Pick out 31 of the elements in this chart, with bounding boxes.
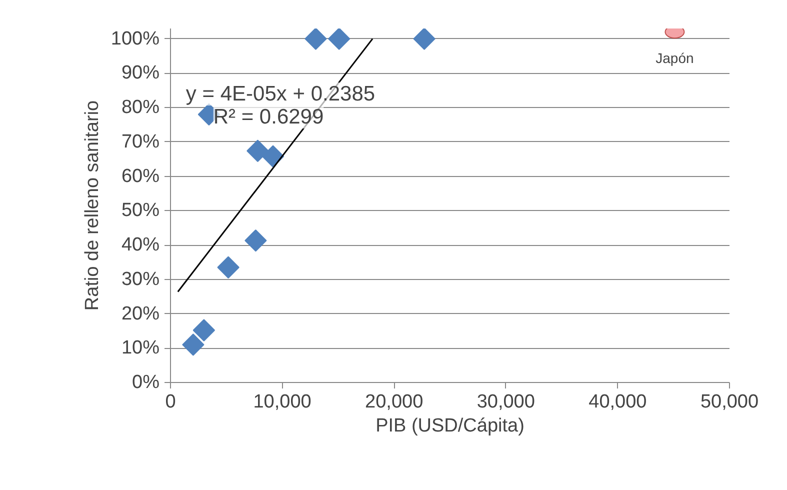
annotation: Japón bbox=[656, 50, 694, 66]
point bbox=[244, 229, 267, 252]
y-tick-label: 20% bbox=[121, 303, 160, 324]
y-tick-label: 0% bbox=[132, 372, 160, 393]
y-axis-title: Ratio de relleno sanitario bbox=[82, 100, 103, 311]
x-tick-label: 40,000 bbox=[588, 392, 647, 412]
point bbox=[413, 28, 436, 50]
point bbox=[246, 140, 269, 162]
annotation: R² = 0.6299 bbox=[213, 106, 324, 128]
y-tick-label: 50% bbox=[121, 200, 160, 222]
y-tick-label: 100% bbox=[110, 28, 160, 50]
point bbox=[304, 28, 327, 50]
x-tick-label: 50,000 bbox=[700, 392, 759, 412]
point bbox=[182, 334, 204, 356]
x-tick-label: 0 bbox=[165, 392, 176, 412]
y-tick-label: 10% bbox=[121, 338, 160, 359]
x-tick-label: 10,000 bbox=[253, 392, 312, 412]
y-tick-label: 60% bbox=[121, 166, 160, 187]
point bbox=[217, 256, 240, 278]
annotation: y = 4E-05x + 0.2385 bbox=[186, 82, 376, 106]
x-tick-label: 20,000 bbox=[365, 392, 424, 412]
y-tick-label: 80% bbox=[121, 97, 160, 118]
y-tick-label: 90% bbox=[121, 62, 160, 84]
x-axis-title: PIB (USD/Cápita) bbox=[376, 416, 524, 436]
y-tick-label: 40% bbox=[121, 234, 160, 256]
point bbox=[328, 28, 350, 50]
y-tick-label: 70% bbox=[121, 131, 160, 152]
point bbox=[192, 319, 216, 342]
x-tick-label: 30,000 bbox=[476, 392, 535, 412]
point bbox=[262, 145, 284, 168]
y-tick-label: 30% bbox=[121, 268, 160, 290]
